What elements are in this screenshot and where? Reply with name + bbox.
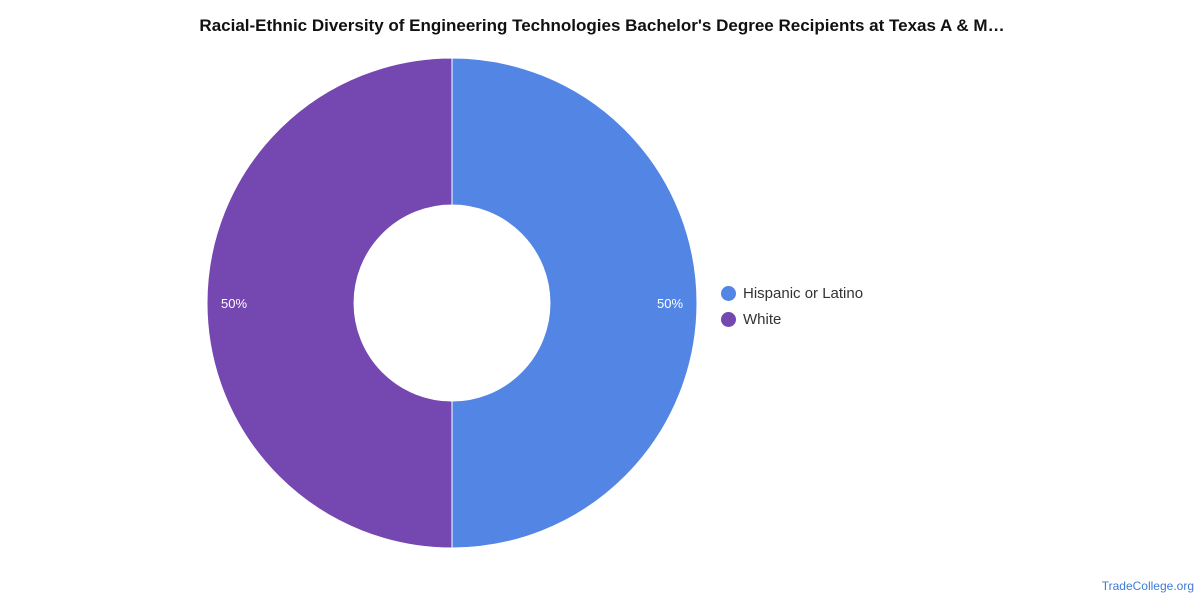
chart-title: Racial-Ethnic Diversity of Engineering T… xyxy=(199,16,1005,35)
donut-slices xyxy=(206,57,698,549)
slice-value-label: 50% xyxy=(657,296,683,311)
legend-label: Hispanic or Latino xyxy=(743,284,864,302)
slice-value-label: 50% xyxy=(221,296,247,311)
source-link[interactable]: TradeCollege.org xyxy=(1101,579,1194,593)
donut-slice-labels: 50% 50% xyxy=(221,296,683,311)
legend-label: White xyxy=(743,310,782,328)
legend-swatch-hispanic-or-latino xyxy=(721,285,736,301)
legend-item-white[interactable]: White xyxy=(721,306,863,332)
chart-legend: Hispanic or Latino White xyxy=(721,280,863,332)
legend-item-hispanic-or-latino[interactable]: Hispanic or Latino xyxy=(721,280,863,306)
legend-swatch-white xyxy=(721,311,736,327)
donut-slice-hispanic-or-latino[interactable] xyxy=(451,57,698,549)
donut-slice-white[interactable] xyxy=(206,57,453,549)
